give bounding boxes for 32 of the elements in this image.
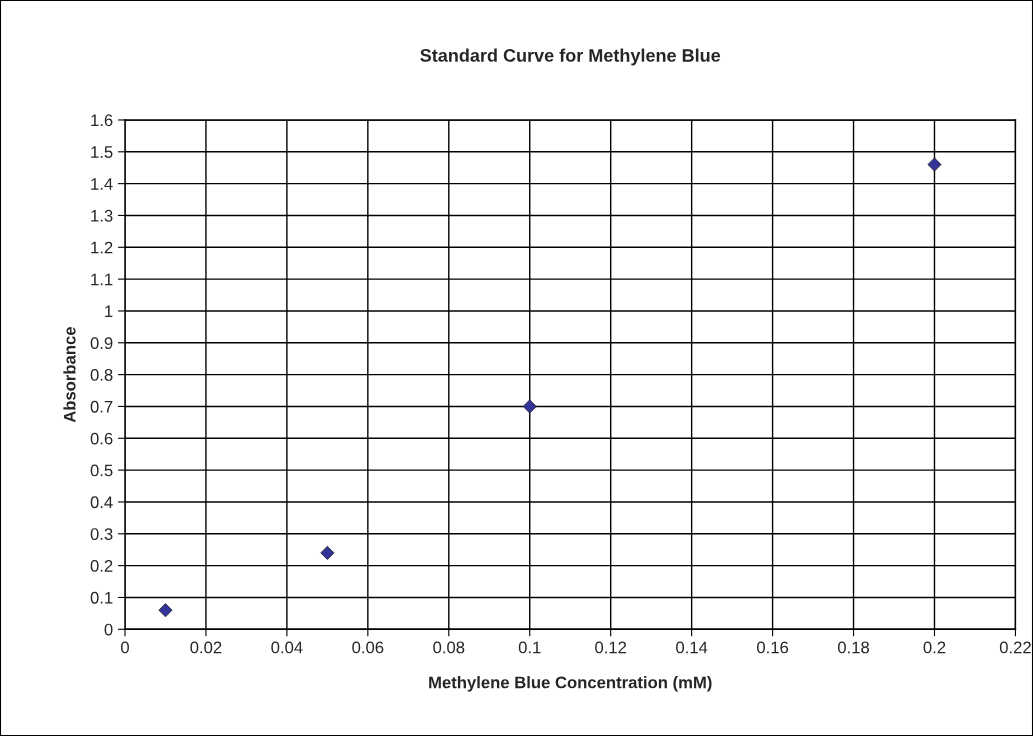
y-tick-label: 1.3	[91, 209, 113, 222]
y-tick-label: 1.2	[91, 241, 113, 254]
y-tick-label: 0.5	[90, 464, 113, 477]
y-tick-label: 0.3	[90, 528, 113, 540]
x-tick-label: 0.18	[837, 641, 870, 654]
y-tick-label: 0.4	[90, 496, 113, 509]
y-tick-label: 0.6	[90, 432, 113, 445]
x-tick-label: 0.16	[757, 641, 789, 654]
x-tick-label: 0	[121, 641, 129, 654]
x-tick-label: 0.14	[676, 641, 708, 654]
x-tick-label: 0.22	[999, 641, 1031, 654]
x-tick-label: 0.1	[518, 641, 541, 654]
y-tick-label: 0.1	[90, 591, 113, 604]
y-tick-label: 0.7	[90, 400, 113, 413]
x-tick-label: 0.2	[923, 641, 946, 654]
y-axis-title: Absorbance	[63, 327, 76, 423]
x-tick-label: 0.12	[595, 641, 627, 654]
chart-title: Standard Curve for Methylene Blue	[420, 48, 721, 66]
x-tick-label: 0.08	[433, 641, 465, 654]
y-tick-label: 0.2	[90, 560, 113, 572]
x-tick-label: 0.04	[271, 641, 303, 654]
y-tick-label: 1	[105, 305, 113, 317]
y-tick-label: 0.9	[90, 337, 113, 349]
y-tick-label: 1.6	[91, 114, 113, 127]
y-tick-label: 1.4	[91, 178, 113, 190]
y-tick-label: 1.5	[91, 146, 113, 158]
x-tick-label: 0.06	[352, 641, 384, 654]
y-tick-label: 0	[104, 623, 113, 636]
y-tick-label: 1.1	[91, 273, 113, 286]
y-tick-label: 0.8	[90, 369, 113, 381]
x-axis-title: Methylene Blue Concentration (mM)	[429, 676, 712, 692]
x-tick-label: 0.02	[190, 641, 222, 654]
